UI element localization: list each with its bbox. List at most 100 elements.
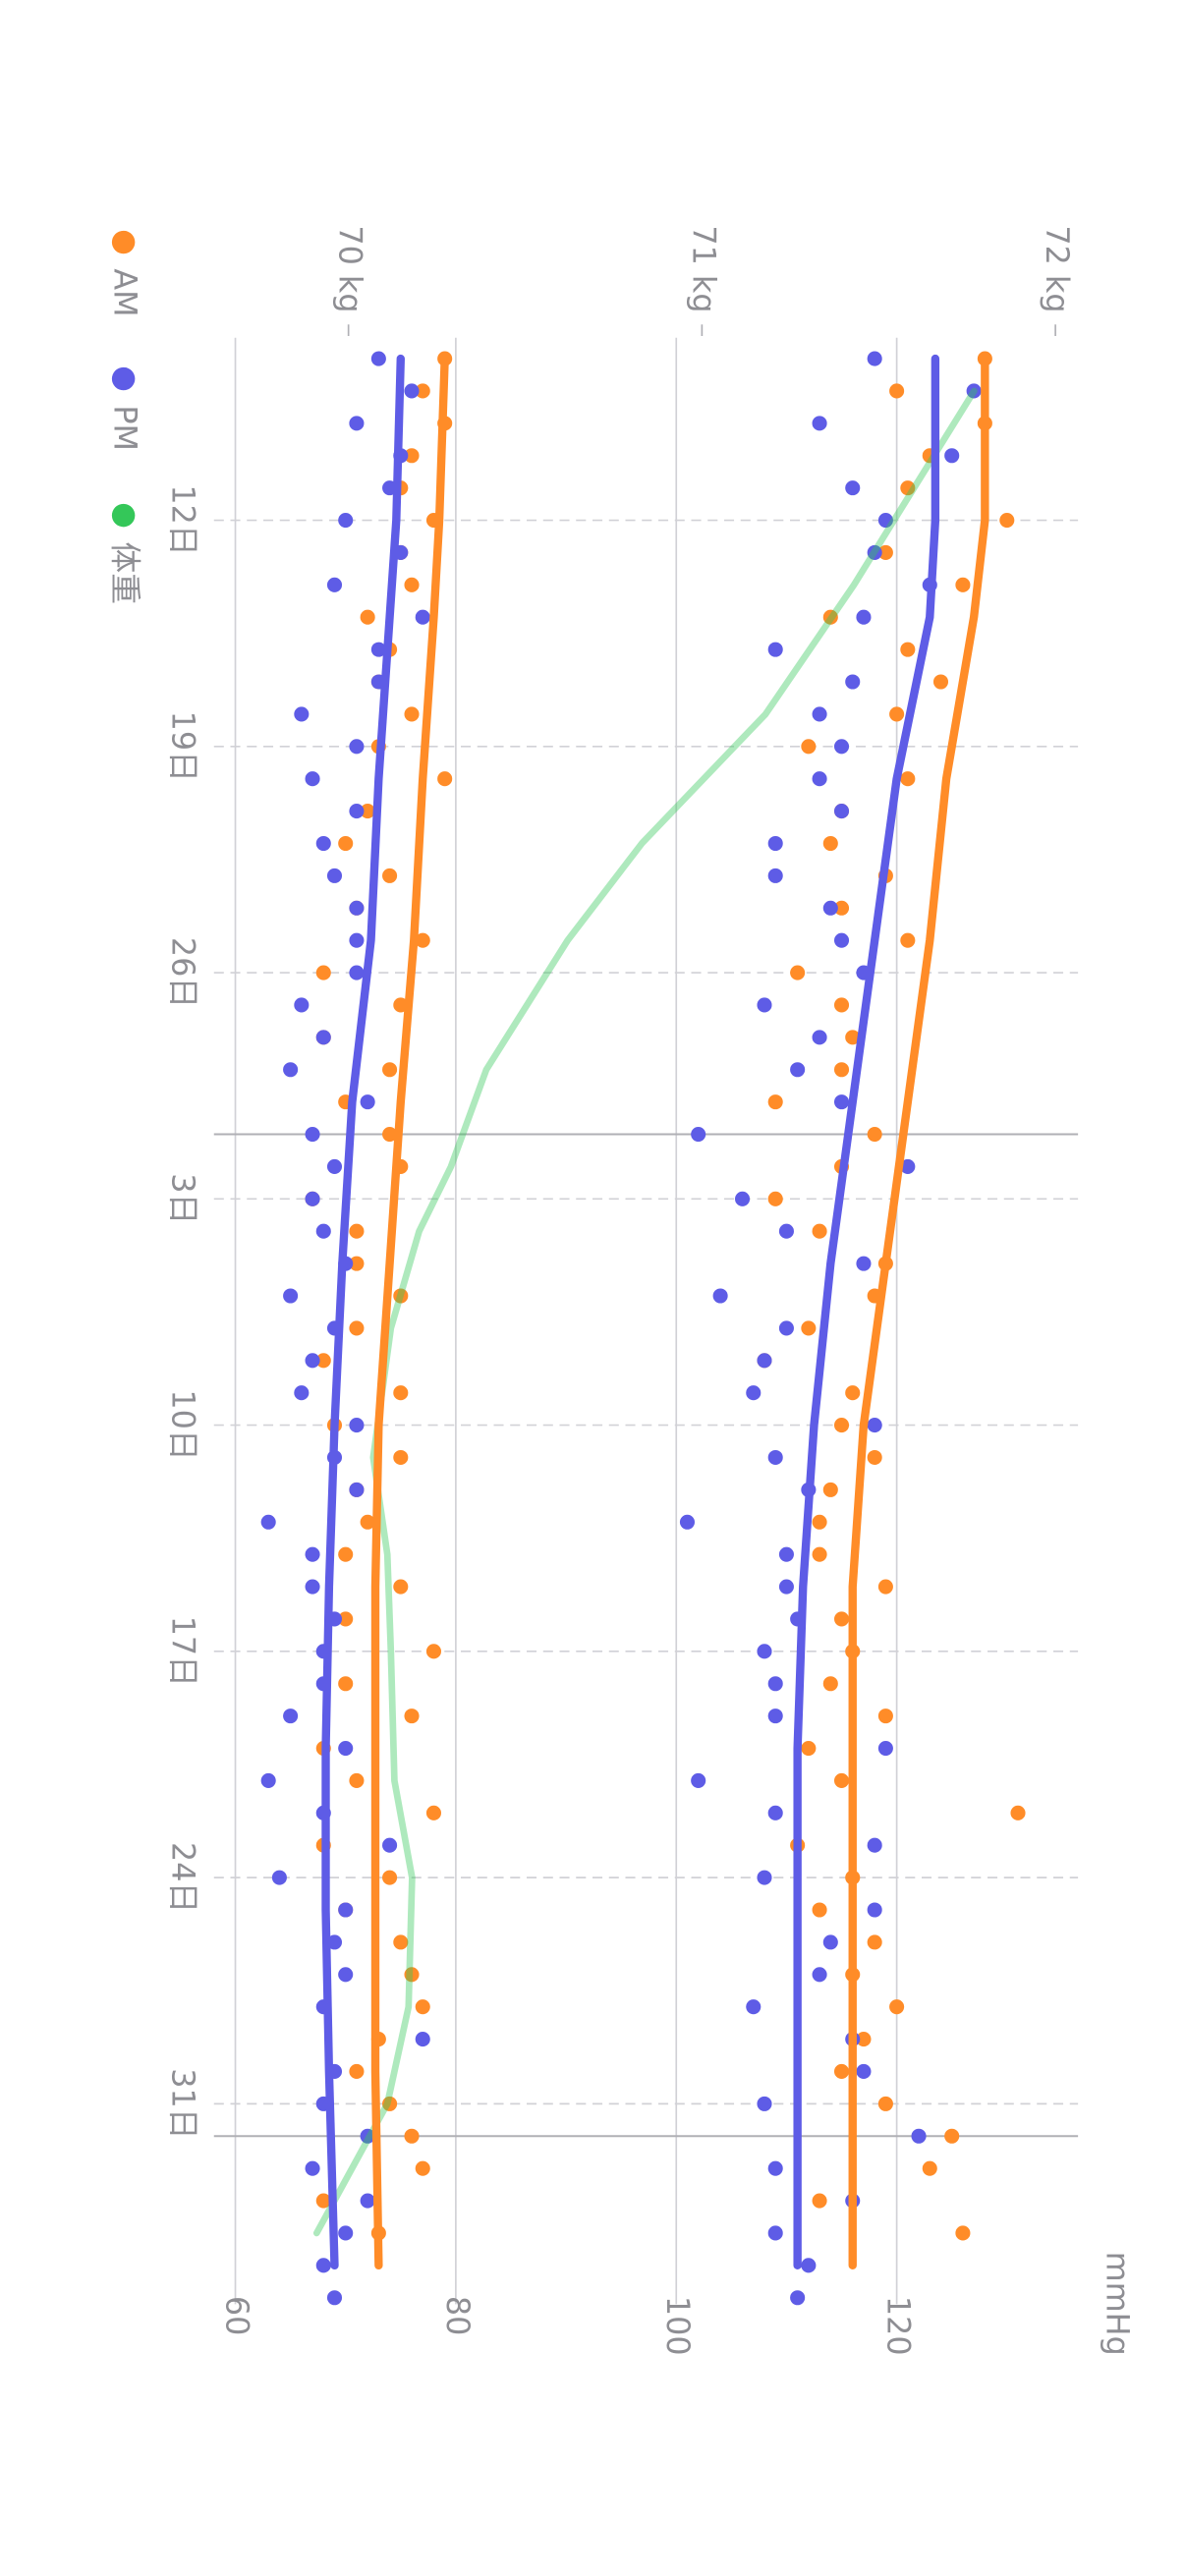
- data-point: [404, 1967, 420, 1983]
- data-point: [338, 1740, 354, 1757]
- y-tick-label: 100: [659, 2296, 697, 2356]
- data-point: [877, 1579, 893, 1595]
- data-point: [326, 577, 343, 592]
- weight-line: [312, 387, 978, 2237]
- data-point: [867, 1126, 882, 1143]
- data-point: [867, 1449, 882, 1466]
- data-point: [305, 2160, 320, 2176]
- data-point: [338, 1967, 354, 1983]
- data-point: [404, 383, 420, 399]
- data-point: [360, 2193, 375, 2209]
- data-point: [778, 1579, 794, 1595]
- data-point: [757, 1644, 772, 1659]
- data-point: [833, 900, 850, 916]
- data-point: [767, 642, 783, 657]
- data-point: [900, 932, 916, 948]
- data-point: [425, 1805, 441, 1820]
- data-point: [679, 1514, 696, 1530]
- data-point: [382, 1837, 398, 1853]
- legend-marker: [111, 230, 136, 254]
- data-point: [393, 1579, 409, 1595]
- data-point: [889, 1999, 905, 2015]
- data-point: [415, 2160, 430, 2176]
- data-point: [790, 1062, 806, 1078]
- data-point: [767, 2225, 783, 2241]
- data-point: [349, 1223, 365, 1239]
- data-point: [767, 835, 783, 852]
- data-point: [767, 1676, 783, 1692]
- data-point: [867, 1934, 882, 1950]
- data-point: [294, 997, 310, 1013]
- data-point: [867, 1902, 882, 1918]
- x-tick-label: 10日: [164, 1389, 201, 1460]
- data-point: [305, 1579, 320, 1595]
- data-point: [349, 804, 365, 819]
- data-point: [877, 513, 893, 529]
- data-point: [867, 544, 882, 560]
- data-point: [856, 609, 872, 625]
- data-point: [812, 1902, 827, 1918]
- data-point: [767, 2160, 783, 2176]
- data-point: [812, 2193, 827, 2209]
- y-axis-label: mmHg: [1100, 2252, 1137, 2356]
- data-point: [833, 739, 850, 755]
- data-point: [778, 1320, 794, 1336]
- data-point: [315, 1353, 331, 1369]
- data-point: [822, 1482, 838, 1497]
- data-point: [393, 1288, 409, 1304]
- data-point: [900, 642, 916, 657]
- data-point: [315, 2258, 331, 2273]
- data-point: [845, 480, 861, 496]
- legend-label: AM: [107, 268, 144, 316]
- data-point: [889, 383, 905, 399]
- data-point: [845, 1385, 861, 1401]
- data-point: [349, 1256, 365, 1271]
- legend-marker: [111, 366, 136, 391]
- data-point: [315, 835, 331, 852]
- data-point: [305, 771, 320, 787]
- data-point: [812, 416, 827, 431]
- trend-line: [793, 354, 940, 2270]
- data-point: [812, 771, 827, 787]
- data-point: [778, 1223, 794, 1239]
- trend-line: [321, 354, 405, 2270]
- data-point: [360, 2128, 375, 2144]
- data-point: [349, 1772, 365, 1788]
- data-point: [822, 835, 838, 852]
- legend-label: PM: [107, 405, 144, 451]
- data-point: [283, 1708, 299, 1724]
- data-point: [338, 513, 354, 529]
- legend-label: 体重: [107, 541, 144, 604]
- data-point: [382, 1126, 398, 1143]
- data-point: [790, 965, 806, 980]
- data-point: [735, 1191, 751, 1206]
- data-point: [349, 1418, 365, 1433]
- data-point: [437, 771, 453, 787]
- data-point: [944, 448, 960, 464]
- data-point: [338, 1611, 354, 1627]
- data-point: [283, 1288, 299, 1304]
- data-point: [415, 609, 430, 625]
- data-point: [315, 1223, 331, 1239]
- data-point: [360, 609, 375, 625]
- data-point: [393, 1449, 409, 1466]
- data-point: [856, 2032, 872, 2047]
- data-point: [911, 2128, 927, 2144]
- x-tick-label: 31日: [164, 2068, 201, 2139]
- data-point: [966, 383, 982, 399]
- data-point: [326, 868, 343, 883]
- data-point: [801, 1740, 817, 1757]
- legend-marker: [111, 503, 136, 528]
- data-point: [757, 2096, 772, 2111]
- data-point: [801, 1320, 817, 1336]
- data-point: [833, 932, 850, 948]
- data-point: [338, 835, 354, 852]
- data-point: [932, 674, 949, 690]
- data-point: [360, 1094, 375, 1110]
- data-point: [944, 2128, 960, 2144]
- y2-tick-label: 72 kg: [1039, 225, 1076, 312]
- data-point: [415, 2032, 430, 2047]
- data-point: [305, 1546, 320, 1562]
- data-point: [833, 1611, 850, 1627]
- data-point: [812, 1546, 827, 1562]
